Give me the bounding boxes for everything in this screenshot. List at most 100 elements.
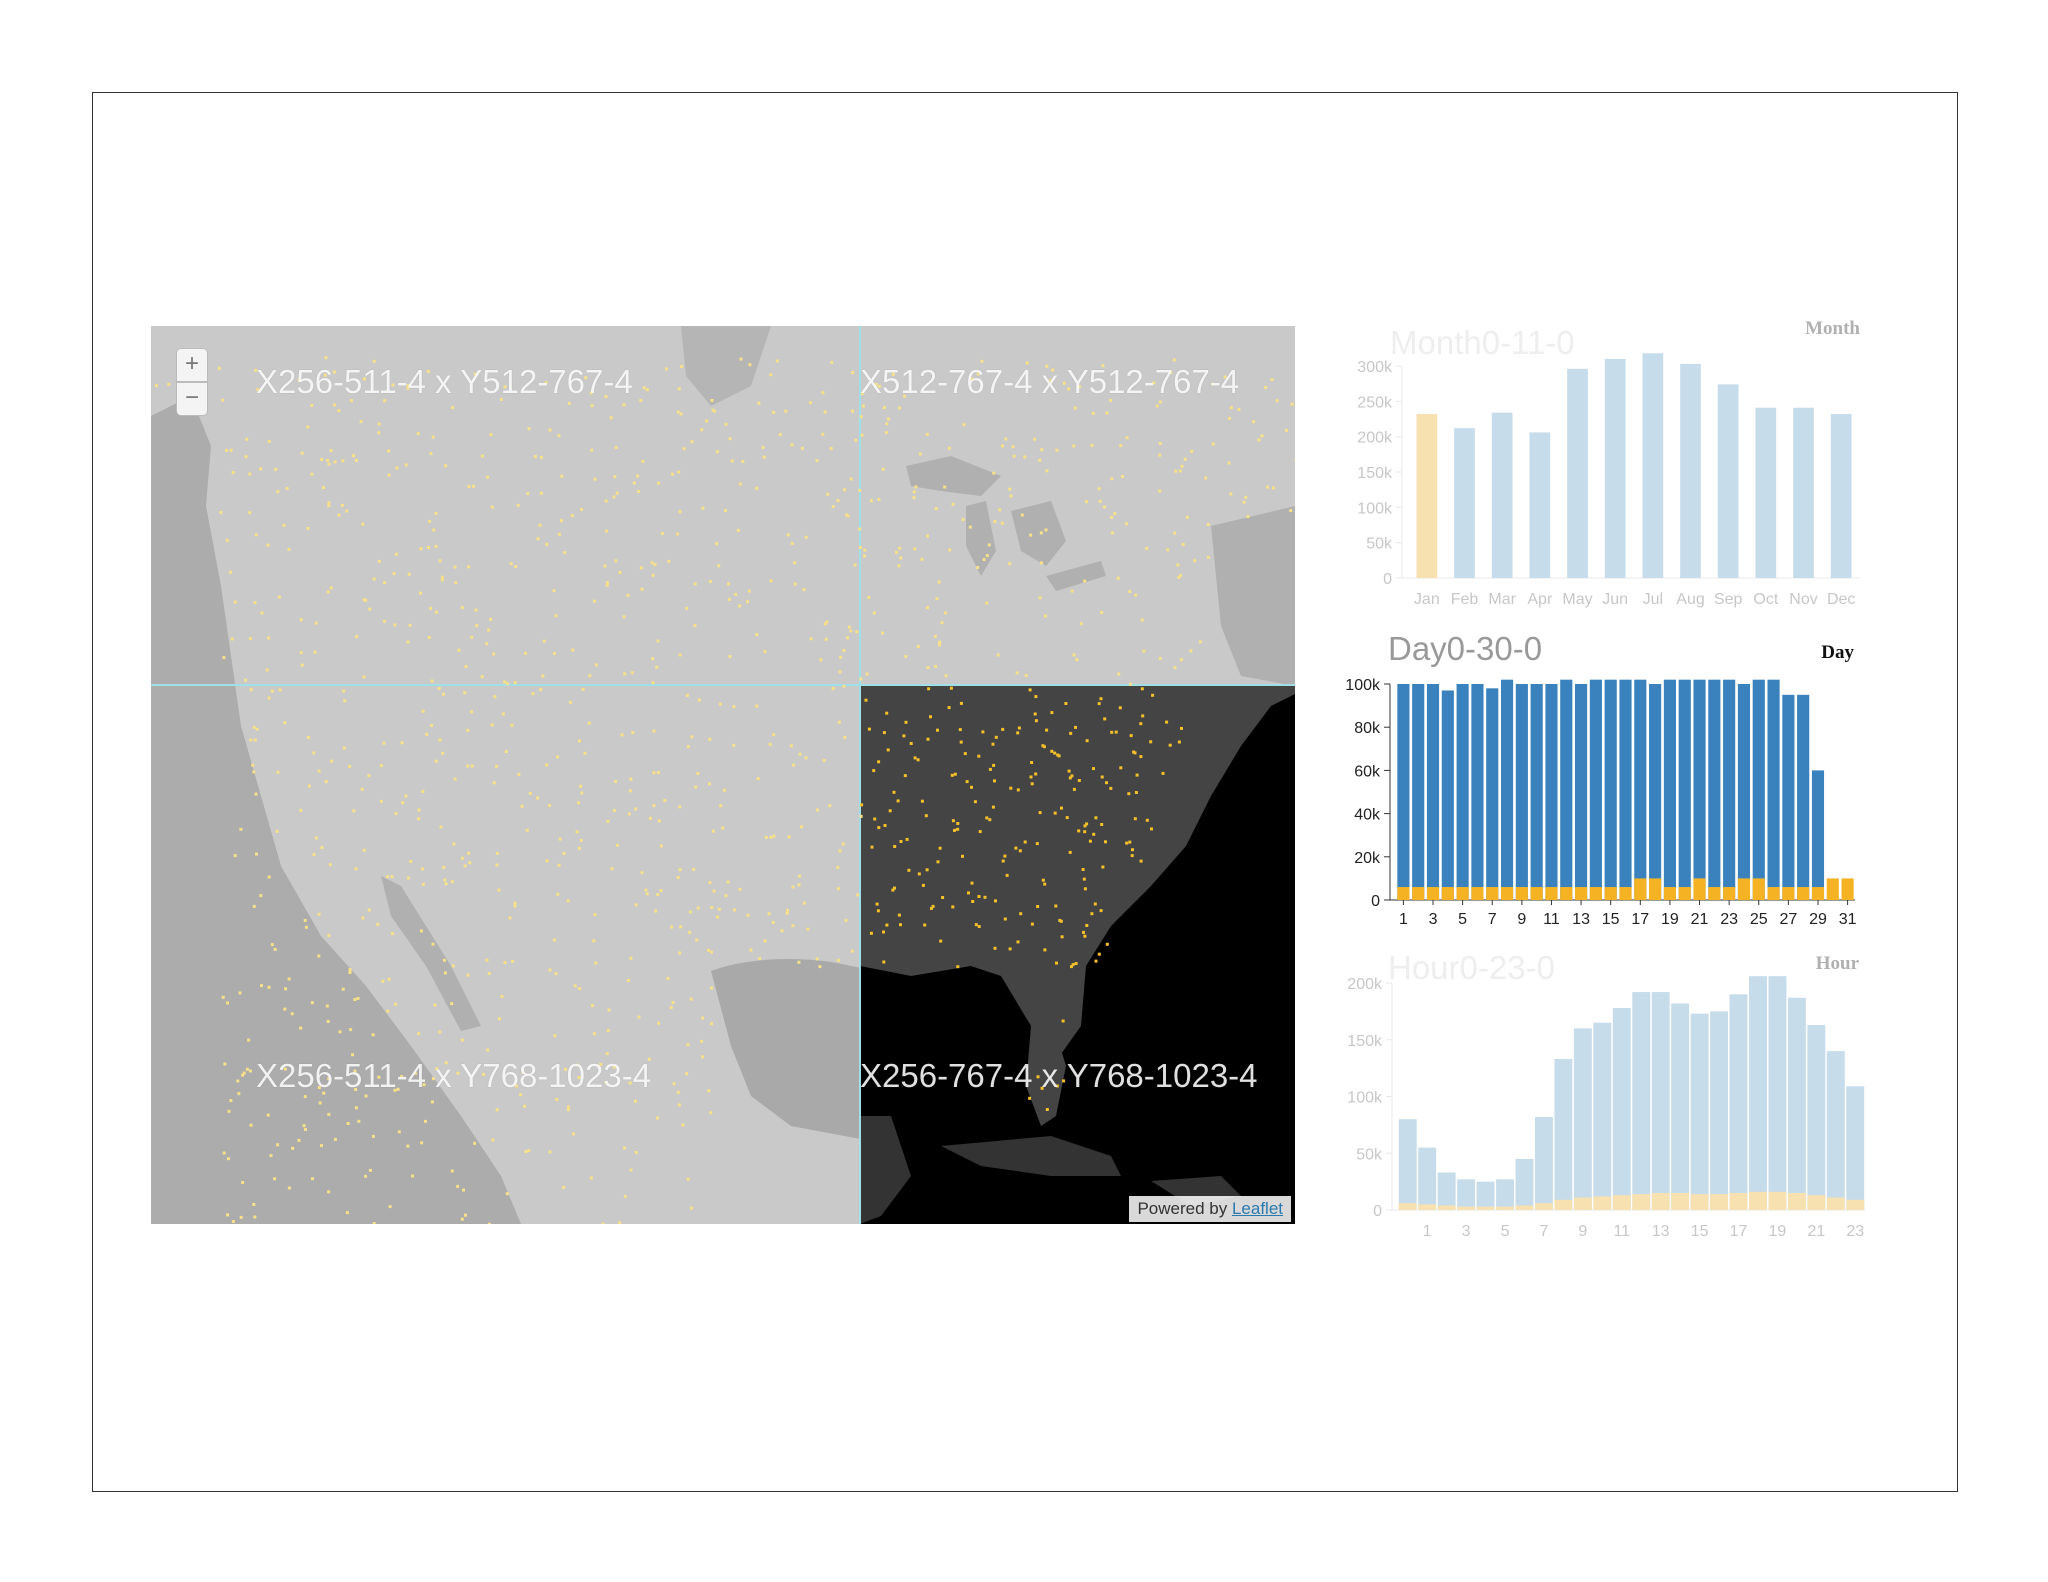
map-attribution: Powered by Leaflet [1129, 1196, 1291, 1222]
data-point [251, 763, 255, 767]
data-point [726, 880, 730, 884]
data-point [956, 965, 960, 969]
data-point [671, 1001, 675, 1004]
data-point [1145, 546, 1149, 550]
data-point [431, 1077, 435, 1081]
data-point [977, 895, 981, 898]
data-point [976, 566, 980, 569]
data-point [521, 1070, 525, 1074]
data-point [421, 790, 425, 793]
data-point [1211, 382, 1215, 386]
bar-highlight [1693, 878, 1706, 900]
data-point [993, 779, 996, 783]
data-point [970, 881, 974, 885]
bar [1496, 1179, 1514, 1210]
data-point [400, 741, 404, 745]
data-point [353, 1069, 357, 1073]
data-point [440, 578, 444, 582]
data-point [391, 932, 394, 936]
bar-highlight [1515, 887, 1528, 900]
data-point [1049, 379, 1053, 383]
data-point [1105, 781, 1108, 785]
data-point [680, 365, 684, 368]
data-point [237, 1092, 241, 1096]
data-point [1003, 917, 1007, 921]
data-point [1050, 711, 1054, 715]
data-point [628, 789, 632, 793]
data-point [920, 557, 924, 561]
data-point [836, 958, 840, 962]
data-point [1055, 961, 1058, 965]
bar [1649, 684, 1662, 900]
bar-highlight [1807, 1195, 1826, 1210]
data-point [875, 902, 879, 906]
data-point [870, 845, 874, 849]
data-point [887, 417, 890, 421]
data-point [291, 1146, 295, 1150]
data-point [926, 737, 930, 741]
data-point [666, 976, 670, 980]
data-point [1139, 859, 1143, 863]
data-point [443, 878, 447, 882]
data-point [313, 650, 317, 654]
data-point [746, 600, 749, 604]
data-point [877, 760, 881, 764]
data-point [847, 625, 851, 629]
data-point [806, 927, 810, 931]
zoom-in-button[interactable]: + [176, 348, 208, 382]
data-point [1085, 822, 1089, 826]
data-point [406, 384, 410, 387]
data-point [682, 447, 686, 451]
data-point [626, 593, 630, 597]
data-point [1098, 499, 1102, 503]
y-tick-label: 250k [1357, 394, 1393, 411]
data-point [996, 653, 1000, 657]
data-point [426, 369, 430, 373]
data-point [831, 687, 835, 690]
data-point [536, 796, 540, 800]
data-point [351, 1053, 355, 1057]
data-point [639, 399, 643, 402]
data-point [464, 1213, 467, 1217]
data-point [487, 972, 491, 976]
data-point [931, 904, 935, 908]
data-point [432, 528, 436, 532]
data-point [612, 1065, 616, 1069]
data-point [1008, 562, 1012, 566]
data-point [978, 830, 982, 834]
leaflet-link[interactable]: Leaflet [1231, 1199, 1283, 1218]
data-point [306, 425, 310, 429]
data-point [657, 819, 661, 823]
data-point [1001, 444, 1004, 448]
data-point [592, 599, 596, 603]
data-point [594, 961, 598, 965]
data-point [304, 1128, 307, 1131]
bar [1416, 414, 1438, 578]
x-tick-label: Nov [1789, 591, 1817, 608]
map-view[interactable]: + − X256-511-4 x Y512-767-4 X512-767-4 x… [151, 326, 1295, 1224]
data-point [749, 948, 753, 952]
data-point [431, 435, 435, 439]
data-point [855, 630, 859, 634]
data-point [859, 415, 863, 419]
data-point [1173, 531, 1177, 535]
bar [1560, 679, 1573, 900]
data-point [634, 1099, 637, 1103]
data-point [270, 943, 274, 947]
data-point [452, 842, 456, 846]
data-point [696, 772, 700, 775]
data-point [299, 808, 303, 812]
data-point [1060, 935, 1064, 939]
data-point [310, 472, 314, 476]
data-point [326, 1020, 330, 1023]
bar-highlight [1530, 887, 1543, 900]
bar-highlight [1441, 887, 1454, 900]
data-point [451, 406, 455, 409]
data-point [769, 579, 773, 583]
zoom-out-button[interactable]: − [176, 382, 208, 416]
data-point [1100, 775, 1104, 779]
data-point [1178, 574, 1182, 578]
data-point [282, 523, 286, 527]
bar [1589, 679, 1602, 900]
data-point [849, 629, 853, 633]
